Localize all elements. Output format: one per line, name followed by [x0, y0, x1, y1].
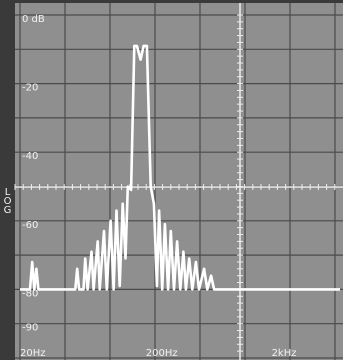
- trace: [20, 44, 340, 291]
- y-tick-label: -20: [22, 83, 38, 94]
- screen: [15, 3, 343, 360]
- x-tick-label: 200Hz: [146, 348, 178, 359]
- x-tick-label: 20Hz: [20, 348, 46, 359]
- y-tick-label: -40: [22, 151, 38, 162]
- x-tick-label: 2kHz: [272, 348, 297, 359]
- side-label: LOG: [2, 187, 13, 214]
- y-tick-label: -60: [22, 220, 38, 231]
- y-tick-label: -80: [22, 288, 38, 299]
- y-tick-label: 0 dB: [22, 14, 45, 25]
- y-tick-label: -90: [22, 323, 38, 334]
